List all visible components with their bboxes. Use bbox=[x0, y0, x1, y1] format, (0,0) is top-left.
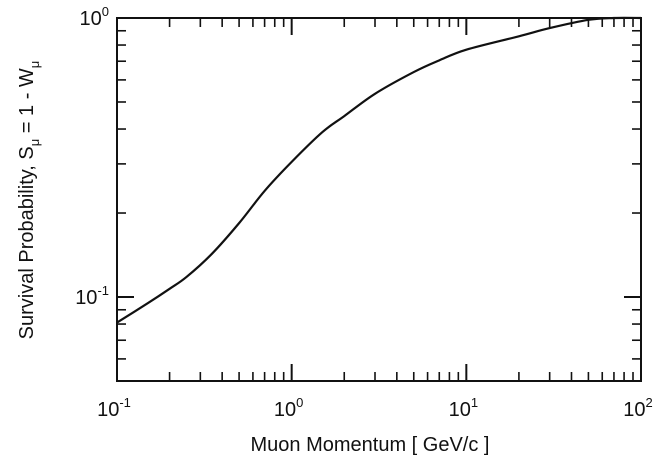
x-tick-label: 10-1 bbox=[97, 395, 131, 421]
x-axis-title: Muon Momentum [ GeV/c ] bbox=[251, 434, 490, 456]
x-tick-label: 100 bbox=[274, 395, 303, 421]
x-tick-label: 101 bbox=[449, 395, 478, 421]
y-tick-label: 10-1 bbox=[75, 283, 109, 309]
minor-ticks bbox=[117, 18, 641, 381]
x-tick-label: 102 bbox=[623, 395, 652, 421]
major-ticks bbox=[116, 17, 642, 381]
survival-curve bbox=[116, 16, 642, 324]
y-axis-title: Survival Probability, Sμ = 1 - Wμ bbox=[16, 61, 42, 340]
y-axis-title-prefix: Survival Probability, S bbox=[16, 146, 38, 339]
plot-frame bbox=[116, 17, 642, 382]
y-axis-title-sub2: μ bbox=[27, 61, 42, 69]
y-axis-title-middle: = 1 - W bbox=[16, 68, 38, 139]
y-axis-title-sub1: μ bbox=[27, 139, 42, 147]
y-tick-label: 100 bbox=[80, 4, 109, 30]
tick-labels: 10-1 100 101 102 10-1 100 bbox=[75, 4, 653, 421]
